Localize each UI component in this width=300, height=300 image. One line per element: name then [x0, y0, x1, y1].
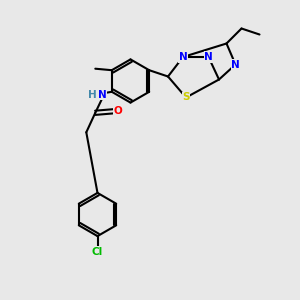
Text: Cl: Cl: [92, 247, 103, 257]
Text: N: N: [178, 52, 188, 62]
Text: H: H: [88, 90, 97, 100]
Text: N: N: [231, 59, 240, 70]
Text: S: S: [182, 92, 190, 103]
Text: N: N: [98, 90, 106, 100]
Text: N: N: [204, 52, 213, 62]
Text: O: O: [113, 106, 122, 116]
